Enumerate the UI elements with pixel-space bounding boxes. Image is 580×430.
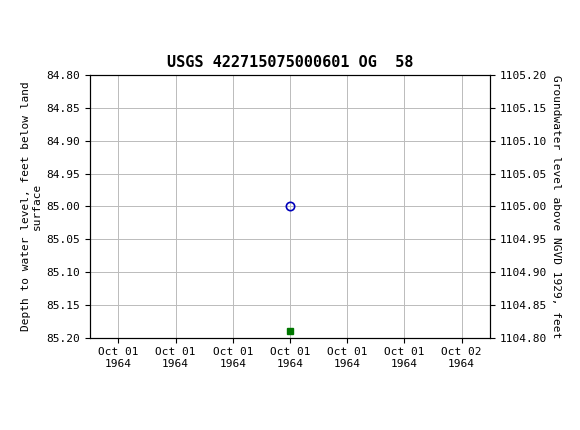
- Text: ≡USGS: ≡USGS: [3, 7, 53, 25]
- Y-axis label: Depth to water level, feet below land
surface: Depth to water level, feet below land su…: [21, 82, 42, 331]
- Y-axis label: Groundwater level above NGVD 1929, feet: Groundwater level above NGVD 1929, feet: [551, 75, 561, 338]
- Legend: Period of approved data: Period of approved data: [193, 429, 387, 430]
- Title: USGS 422715075000601 OG  58: USGS 422715075000601 OG 58: [167, 55, 413, 70]
